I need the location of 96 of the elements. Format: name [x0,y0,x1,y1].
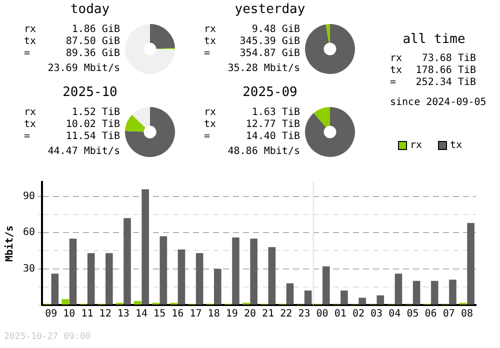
x-tick-label: 18 [208,308,220,320]
bar [134,301,142,304]
x-tick-label: 17 [190,308,202,320]
text: 9.48 GiB [252,24,300,36]
text: rx [24,107,36,119]
text: tx [24,36,36,48]
x-tick-label: 03 [370,308,383,320]
y-tick-label: 60 [22,227,36,238]
text: 35.28 Mbit/s [226,63,300,75]
bar [358,298,366,304]
text: 23.69 Mbit/s [46,63,120,75]
text: since 2024-09-05 [390,97,486,109]
text: = [24,48,30,60]
text: 89.36 GiB [66,48,120,60]
x-tick-label: 23 [298,308,310,320]
bar [250,238,258,304]
text: rx [204,24,216,36]
bar [62,299,69,304]
text: 1.63 TiB [252,107,300,119]
x-tick-label: 13 [117,308,130,320]
x-tick-label: 22 [280,308,292,320]
x-tick-label: 08 [460,308,473,320]
text: = [390,77,396,89]
text: 345.39 GiB [240,36,300,48]
text: rx [204,107,216,119]
text: 1.52 TiB [72,107,120,119]
bar [430,280,438,304]
x-tick-label: 02 [352,308,364,320]
text: 48.86 Mbit/s [226,146,300,158]
x-tick-label: 14 [135,308,148,320]
bar [87,253,95,304]
bar [467,223,474,304]
x-tick-label: 05 [406,308,419,320]
chart-title: 2025-09 [242,85,298,100]
x-tick-label: 07 [442,308,455,320]
bar [376,295,384,304]
bar [340,290,348,304]
x-tick-label: 19 [226,308,238,320]
bar [322,266,330,304]
bar [124,218,131,304]
bar [268,247,276,304]
text: 73.68 TiB [422,53,476,65]
x-tick-label: 01 [334,308,346,320]
bar [51,274,59,304]
text: all time [402,32,466,47]
text: rx [24,24,36,36]
x-tick-label: 15 [154,308,166,320]
text: 1.86 GiB [72,24,120,36]
bar [394,274,402,304]
text: 44.47 Mbit/s [46,146,120,158]
x-tick-label: 12 [99,308,112,320]
text: = [204,48,210,60]
legend-label: tx [450,140,462,151]
y-tick-label: 90 [22,191,36,202]
x-tick-label: 00 [316,308,328,320]
text: 252.34 TiB [416,77,476,89]
text: 178.66 TiB [416,65,476,77]
bar [412,280,420,304]
text: tx [390,65,402,77]
x-tick-label: 06 [424,308,437,320]
text: tx [24,119,36,131]
bar [449,280,456,304]
x-tick-label: 04 [388,308,401,320]
bar [106,253,113,304]
y-axis-title: Mbit/s [4,225,16,262]
bar [142,189,149,304]
x-tick-label: 11 [81,308,94,320]
bar [196,253,204,304]
bar [232,237,240,304]
text: 87.50 GiB [66,36,120,48]
x-tick-label: 09 [45,308,58,320]
text: 10.02 TiB [66,119,120,131]
bar [69,238,77,304]
bar [214,268,222,304]
x-tick-label: 21 [262,308,274,320]
chart-title: 2025-10 [62,85,118,100]
text: = [204,131,210,143]
text: 354.87 GiB [240,48,300,60]
text: 12.77 TiB [246,119,300,131]
y-tick-label: 30 [22,263,36,274]
chart-title: today [69,2,111,17]
legend-label: rx [410,140,422,151]
text: 11.54 TiB [66,131,120,143]
text: tx [204,36,216,48]
bar [160,236,168,304]
chart-title: yesterday [234,2,306,17]
bar [304,290,312,304]
x-tick-label: 20 [244,308,256,320]
bar [178,250,186,304]
text: = [24,131,30,143]
text: rx [390,53,402,65]
text: tx [204,119,216,131]
text: 14.40 TiB [246,131,300,143]
bar [286,283,294,304]
x-tick-label: 10 [63,308,76,320]
x-tick-label: 16 [172,308,184,320]
